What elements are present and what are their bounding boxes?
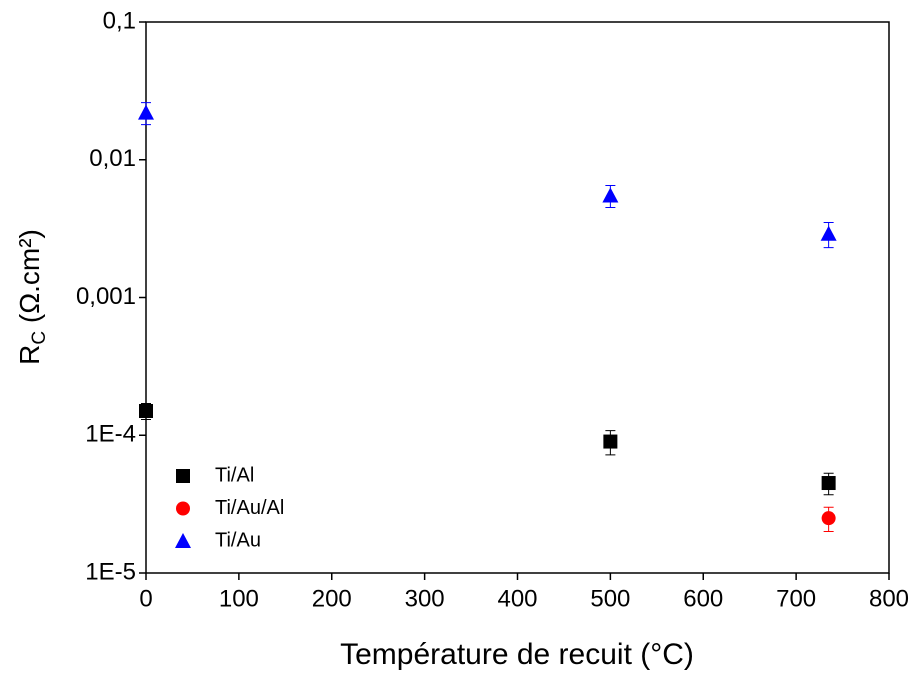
y-label-rest: (Ω.cm²) bbox=[14, 229, 45, 331]
marker bbox=[139, 403, 153, 418]
y-label-sub: C bbox=[29, 331, 50, 345]
y-label-main: R bbox=[14, 345, 45, 365]
y-tick-label: 1E-5 bbox=[85, 558, 136, 585]
x-tick-label: 200 bbox=[312, 585, 352, 612]
marker bbox=[820, 225, 837, 241]
x-axis-label: Température de recuit (°C) bbox=[340, 638, 694, 671]
x-tick-label: 600 bbox=[683, 585, 723, 612]
marker bbox=[821, 476, 836, 491]
x-tick-label: 100 bbox=[219, 585, 259, 612]
legend-marker bbox=[175, 533, 191, 548]
legend-label: Ti/Au/Al bbox=[215, 497, 284, 519]
marker bbox=[821, 511, 836, 526]
y-tick-label: 0,01 bbox=[89, 145, 136, 172]
legend-label: Ti/Al bbox=[215, 464, 254, 486]
y-tick-label: 0,001 bbox=[76, 283, 136, 310]
marker bbox=[602, 187, 619, 203]
plot-frame bbox=[145, 21, 890, 574]
x-tick-label: 400 bbox=[497, 585, 537, 612]
marker bbox=[603, 434, 618, 449]
x-tick-label: 500 bbox=[590, 585, 630, 612]
legend-marker bbox=[176, 501, 190, 516]
x-tick-label: 0 bbox=[139, 585, 152, 612]
x-tick-label: 700 bbox=[776, 585, 816, 612]
y-tick-label: 0,1 bbox=[103, 7, 136, 34]
y-axis-label: RC (Ω.cm²) bbox=[14, 229, 50, 365]
x-tick-label: 300 bbox=[405, 585, 445, 612]
y-tick-label: 1E-4 bbox=[85, 421, 136, 448]
marker bbox=[138, 104, 154, 120]
x-tick-label: 800 bbox=[869, 585, 909, 612]
legend-label: Ti/Au bbox=[215, 529, 261, 551]
legend-marker bbox=[176, 469, 190, 483]
